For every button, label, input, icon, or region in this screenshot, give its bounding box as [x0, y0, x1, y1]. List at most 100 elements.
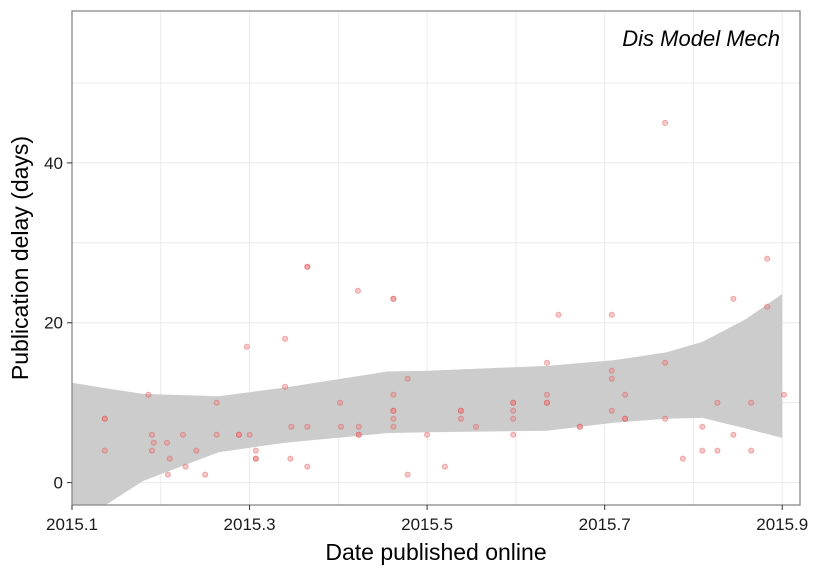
data-point — [764, 255, 771, 262]
data-point — [101, 415, 108, 422]
plot-frame — [71, 10, 801, 506]
data-point — [288, 423, 295, 430]
data-point — [679, 455, 686, 462]
data-point — [243, 343, 250, 350]
data-point — [510, 399, 517, 406]
data-point — [355, 431, 362, 438]
data-point — [662, 119, 669, 126]
data-point — [282, 335, 289, 342]
data-point — [101, 415, 108, 422]
data-point — [404, 375, 411, 382]
data-point — [662, 415, 669, 422]
data-point — [404, 471, 411, 478]
data-point — [182, 463, 189, 470]
data-point — [748, 447, 755, 454]
data-point — [390, 423, 397, 430]
data-point — [576, 423, 583, 430]
data-point — [202, 471, 209, 478]
data-point — [472, 423, 479, 430]
data-point — [390, 295, 397, 302]
data-point — [148, 447, 155, 454]
data-point — [622, 391, 629, 398]
data-point — [730, 431, 737, 438]
grid-lines — [71, 11, 800, 505]
data-point — [510, 431, 517, 438]
data-point — [576, 423, 583, 430]
data-point — [622, 415, 629, 422]
data-point — [252, 447, 259, 454]
data-point — [163, 439, 170, 446]
data-point — [441, 463, 448, 470]
data-point — [390, 407, 397, 414]
data-point — [246, 431, 253, 438]
data-point — [235, 431, 242, 438]
data-point — [510, 399, 517, 406]
data-point — [145, 391, 152, 398]
data-point — [304, 263, 311, 270]
x-tick-label: 2015.1 — [46, 515, 98, 534]
data-point — [781, 391, 788, 398]
data-point — [213, 399, 220, 406]
x-axis-title: Date published online — [325, 539, 546, 565]
data-point — [730, 295, 737, 302]
data-point — [764, 303, 771, 310]
data-point — [608, 407, 615, 414]
data-point — [544, 399, 551, 406]
data-point — [714, 399, 721, 406]
data-point — [337, 423, 344, 430]
data-point — [101, 447, 108, 454]
data-point — [608, 375, 615, 382]
data-point — [287, 455, 294, 462]
data-point — [608, 311, 615, 318]
data-point — [662, 359, 669, 366]
data-point — [457, 415, 464, 422]
data-point — [544, 359, 551, 366]
data-point — [424, 431, 431, 438]
data-point — [282, 383, 289, 390]
x-tick-label: 2015.7 — [579, 515, 631, 534]
data-point — [166, 455, 173, 462]
y-tick-label: 40 — [44, 154, 63, 173]
data-point — [457, 407, 464, 414]
data-point — [179, 431, 186, 438]
data-point — [150, 439, 157, 446]
data-points — [101, 119, 788, 478]
data-point — [390, 391, 397, 398]
data-point — [510, 407, 517, 414]
data-point — [699, 447, 706, 454]
data-point — [510, 415, 517, 422]
data-point — [304, 423, 311, 430]
data-point — [699, 423, 706, 430]
data-point — [164, 471, 171, 478]
data-point — [354, 287, 361, 294]
data-point — [304, 463, 311, 470]
y-tick-label: 20 — [44, 314, 63, 333]
data-point — [193, 447, 200, 454]
data-point — [555, 311, 562, 318]
y-axis: 0 20 40 — [44, 154, 72, 493]
y-axis-title: Publication delay (days) — [7, 136, 33, 380]
y-tick-label: 0 — [54, 474, 63, 493]
data-point — [748, 399, 755, 406]
confidence-band — [72, 294, 783, 505]
data-point — [390, 407, 397, 414]
data-point — [390, 295, 397, 302]
data-point — [337, 399, 344, 406]
data-point — [608, 367, 615, 374]
data-point — [213, 431, 220, 438]
x-tick-label: 2015.5 — [401, 515, 453, 534]
data-point — [544, 391, 551, 398]
journal-annotation: Dis Model Mech — [622, 26, 780, 51]
data-point — [355, 423, 362, 430]
x-tick-label: 2015.9 — [756, 515, 808, 534]
data-point — [457, 407, 464, 414]
data-point — [544, 399, 551, 406]
data-point — [148, 431, 155, 438]
confidence-band-area — [72, 294, 783, 505]
data-point — [355, 431, 362, 438]
data-point — [252, 455, 259, 462]
data-point — [304, 263, 311, 270]
data-point — [252, 455, 259, 462]
data-point — [622, 415, 629, 422]
